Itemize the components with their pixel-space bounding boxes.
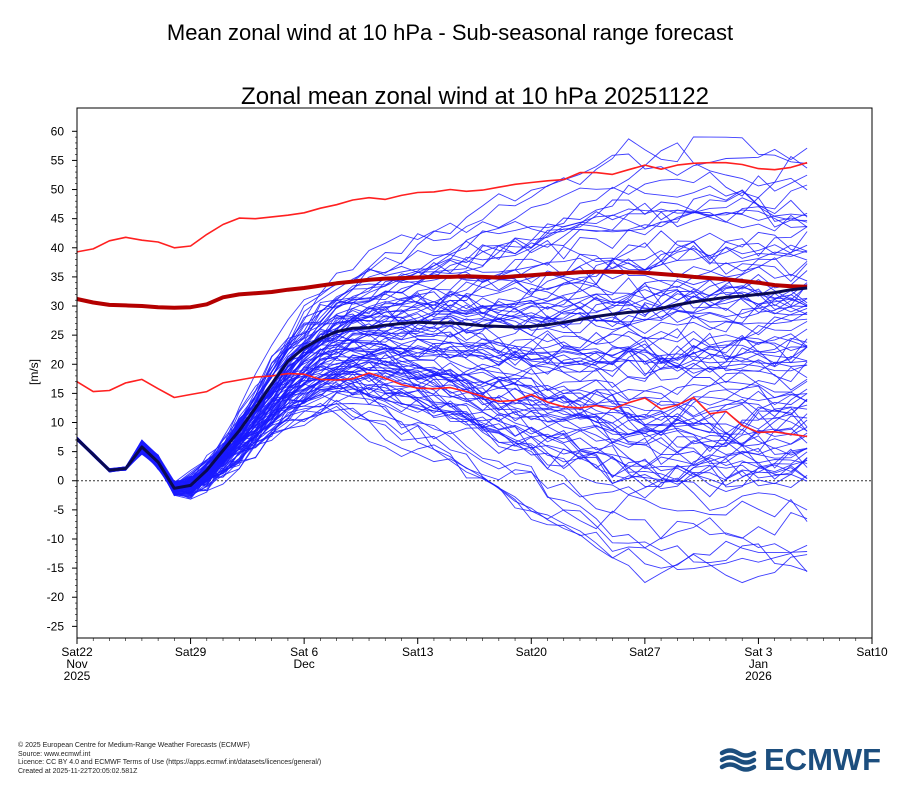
ensemble-member-line [76, 361, 808, 496]
y-tick-label: 50 [51, 183, 65, 197]
y-tick-label: -20 [47, 590, 65, 604]
series-line-climate-mean [76, 269, 808, 310]
y-tick-label: 35 [51, 270, 65, 284]
x-tick-label: 2026 [745, 669, 772, 683]
ensemble-members [76, 136, 808, 584]
footer-line: Created at 2025-11-22T20:05:02.581Z [18, 767, 138, 775]
ensemble-member-line [76, 360, 808, 500]
page-title: Mean zonal wind at 10 hPa - Sub-seasonal… [166, 20, 734, 45]
x-tick-label: Sat29 [175, 645, 207, 659]
x-tick-label: Sat 3 [744, 645, 772, 659]
footer-credits: © 2025 European Centre for Medium-Range … [18, 742, 321, 776]
zonal-wind-chart: Zonal mean zonal wind at 10 hPa 20251122… [27, 83, 888, 683]
x-tick-label: Sat10 [856, 645, 888, 659]
plot-frame [76, 107, 873, 639]
series-line-climate [76, 161, 808, 253]
x-tick-label: Nov [66, 657, 87, 671]
y-axis-label: [m/s] [27, 359, 41, 385]
ensemble-member-line [76, 343, 808, 494]
ensemble-member-line [76, 171, 808, 496]
footer-line: Licence: CC BY 4.0 and ECMWF Terms of Us… [18, 759, 322, 767]
ensemble-member-line [76, 147, 808, 494]
ecmwf-logo: ECMWF [716, 740, 881, 780]
ensemble-member-line [76, 382, 808, 492]
y-axis-ticks: -25 -20 -15 -10 -5 0 5 10 15 20 25 30 35 40 45 50 55 60 [47, 124, 77, 633]
ensemble-member-line [76, 392, 808, 522]
series-line-climate [76, 372, 808, 438]
ecmwf-logo-text: ECMWF [764, 742, 882, 777]
ensemble-member-line [76, 278, 808, 486]
x-tick-label: Jan [749, 657, 768, 671]
y-tick-label: -25 [47, 619, 65, 633]
y-tick-label: -15 [47, 561, 65, 575]
ecmwf-logo-icon [719, 748, 757, 772]
y-tick-label: 0 [57, 474, 64, 488]
x-tick-label: Sat20 [516, 645, 548, 659]
x-tick-label: Sat 6 [290, 645, 318, 659]
x-tick-label: Dec [293, 657, 314, 671]
series-lines [75, 161, 808, 490]
y-tick-label: 15 [51, 386, 65, 400]
x-tick-label: Sat13 [402, 645, 434, 659]
y-tick-label: 25 [51, 328, 65, 342]
ensemble-member-line [76, 354, 808, 489]
ensemble-member-line [76, 231, 808, 487]
y-tick-label: 20 [51, 357, 65, 371]
y-tick-label: 60 [51, 124, 65, 138]
x-tick-label: 2025 [64, 669, 91, 683]
y-tick-label: 30 [51, 299, 65, 313]
ensemble-member-line [76, 192, 808, 484]
ensemble-member-line [76, 338, 808, 491]
footer-line: Source: www.ecmwf.int [18, 750, 91, 758]
ensemble-member-line [76, 242, 808, 488]
series-line-ens-mean [75, 286, 808, 490]
ensemble-member-line [76, 377, 808, 494]
ensemble-member-line [76, 266, 808, 496]
y-tick-label: 5 [57, 445, 64, 459]
x-tick-label: Sat27 [629, 645, 661, 659]
y-tick-label: -10 [47, 532, 65, 546]
ensemble-member-line [76, 361, 808, 492]
y-tick-label: 40 [51, 241, 65, 255]
ensemble-member-line [76, 402, 808, 569]
chart-title: Zonal mean zonal wind at 10 hPa 20251122 [241, 83, 709, 110]
y-tick-label: -5 [53, 503, 64, 517]
footer-line: © 2025 European Centre for Medium-Range … [18, 742, 250, 749]
ensemble-member-line [76, 360, 808, 499]
y-tick-label: 55 [51, 153, 65, 167]
y-tick-label: 45 [51, 212, 65, 226]
ensemble-member-line [76, 336, 808, 489]
y-tick-label: 10 [51, 416, 65, 430]
x-tick-label: Sat22 [61, 645, 93, 659]
